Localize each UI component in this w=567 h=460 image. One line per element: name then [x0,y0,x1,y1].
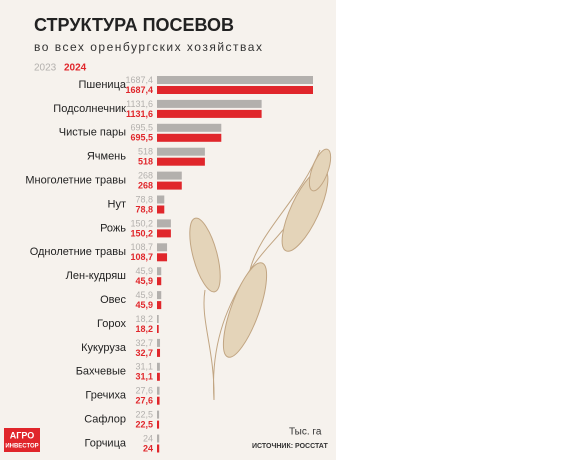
category-label: Рожь [100,222,126,234]
bar [157,99,262,108]
bar [157,219,171,228]
bar [157,301,162,310]
legend-entry: 2024 [64,63,87,74]
bar [157,181,182,190]
value-label: 518 [138,157,153,167]
bar [157,243,168,252]
category-label: Горчица [84,437,126,449]
category-label: Многолетние травы [25,175,126,187]
bar [157,76,313,84]
legend-entry: 2023 [34,63,57,74]
value-label: 78,8 [135,194,153,204]
value-label: 27,6 [135,396,153,406]
bar [157,195,165,204]
chart-title: СТРУКТУРА ПОСЕВОВ [34,15,234,35]
bar [157,86,313,94]
value-label: 1131,6 [126,99,153,109]
unit: Тыс. га [289,427,322,438]
category-label: Лен-кудряш [66,270,127,282]
bar [157,291,162,300]
value-label: 45,9 [135,290,153,300]
bar [157,396,160,405]
category-label: Кукуруза [81,342,127,354]
bar [157,157,205,166]
value-label: 108,7 [130,252,153,262]
value-label: 518 [138,147,153,157]
value-label: 1131,6 [126,109,153,119]
source: ИСТОЧНИК: РОССТАТ [252,443,329,450]
value-label: 27,6 [135,386,153,396]
value-label: 22,5 [135,409,153,419]
value-label: 45,9 [135,300,153,310]
bar [157,109,262,118]
category-label: Пшеница [79,79,127,91]
value-label: 1687,4 [125,85,153,95]
value-label: 268 [138,180,153,190]
bar [157,410,160,419]
plant-illustration [189,148,332,401]
category-label: Сафлор [84,414,126,426]
value-label: 150,2 [130,228,153,238]
category-label: Подсолнечник [53,103,126,115]
bar [157,434,160,443]
bar [157,420,160,429]
category-label: Нут [108,198,126,210]
value-label: 24 [143,433,153,443]
bar [157,362,160,371]
logo: АГРО [10,430,35,440]
bar [157,338,161,347]
value-label: 31,1 [135,372,153,382]
bar [157,123,222,132]
category-label: Однолетние травы [30,246,126,258]
value-label: 24 [143,443,153,453]
category-label: Гречиха [85,390,126,402]
category-label: Бахчевые [76,366,126,378]
bar [157,372,160,381]
value-label: 45,9 [135,266,153,276]
bar [157,325,159,333]
bar [157,253,168,262]
bar [157,205,165,214]
value-label: 31,1 [135,362,153,372]
value-label: 695,5 [130,133,153,143]
category-label: Горох [97,318,126,330]
bar [157,229,171,238]
bar [157,277,162,286]
value-label: 18,2 [135,314,153,324]
value-label: 45,9 [135,276,153,286]
bar [157,444,160,453]
value-label: 22,5 [135,419,153,429]
value-label: 1687,4 [125,75,153,85]
value-label: 150,2 [130,218,153,228]
bar [157,171,182,180]
bar [157,348,161,357]
value-label: 268 [138,170,153,180]
bar [157,386,160,395]
category-label: Чистые пары [59,127,126,139]
bar [157,133,222,142]
value-label: 695,5 [130,123,153,133]
logo: ИНВЕСТОР [5,444,38,450]
logo-box [4,428,40,452]
bar [157,147,205,156]
value-label: 108,7 [130,242,153,252]
category-label: Овес [100,294,126,306]
chart-subtitle: во всех оренбургских хозяйствах [34,40,263,54]
value-label: 18,2 [135,324,153,334]
value-label: 78,8 [135,204,153,214]
category-label: Ячмень [87,151,126,163]
value-label: 32,7 [135,348,153,358]
bar [157,315,159,323]
value-label: 32,7 [135,338,153,348]
bar [157,267,162,276]
